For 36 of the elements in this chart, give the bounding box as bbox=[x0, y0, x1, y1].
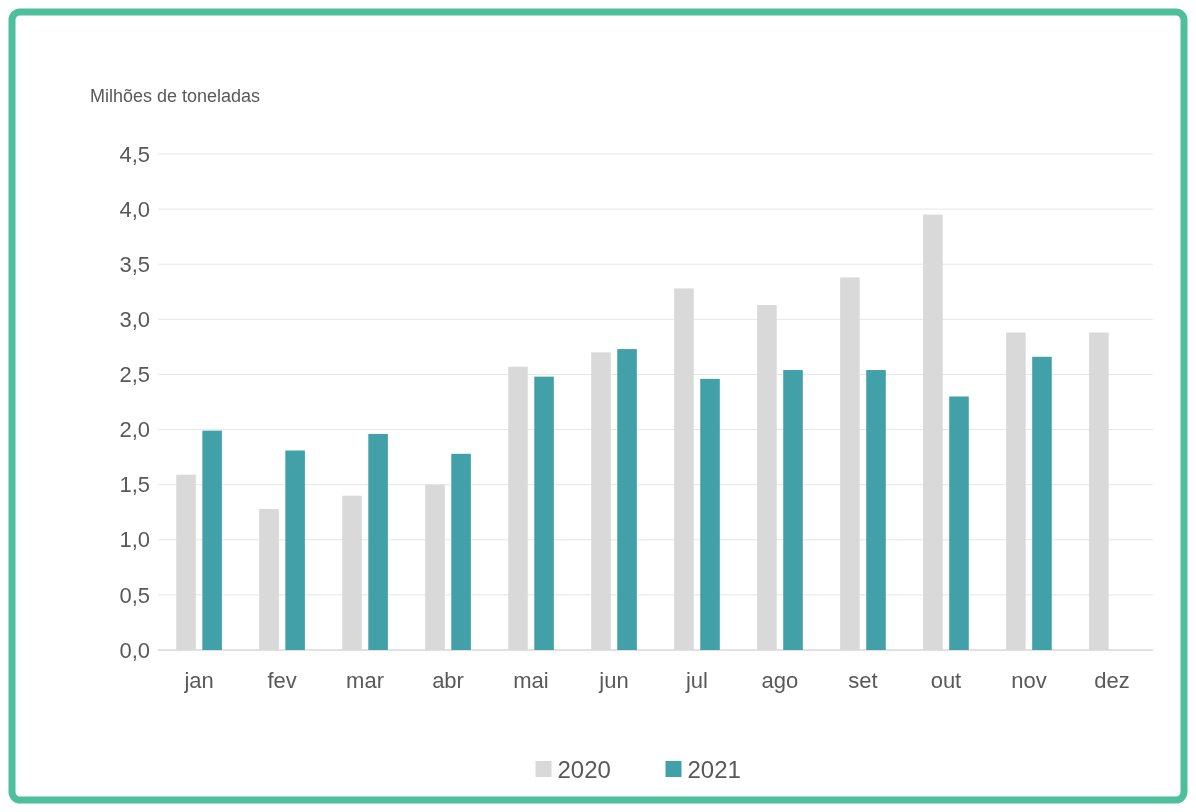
x-tick-label: jun bbox=[598, 668, 629, 693]
bar bbox=[783, 370, 803, 650]
bar bbox=[368, 433, 388, 650]
bar bbox=[866, 370, 886, 650]
x-tick-label: abr bbox=[432, 668, 464, 693]
x-tick-label: nov bbox=[1011, 668, 1047, 693]
x-tick-label: jan bbox=[183, 668, 214, 693]
bar bbox=[617, 349, 637, 650]
x-tick-label: ago bbox=[761, 668, 799, 693]
bar bbox=[1032, 356, 1052, 650]
x-tick-label: set bbox=[848, 668, 878, 693]
y-tick-label: 0,5 bbox=[119, 582, 150, 608]
y-tick-label: 2,0 bbox=[119, 417, 150, 443]
bar bbox=[700, 378, 720, 650]
y-tick-label: 3,0 bbox=[119, 307, 150, 333]
x-tick-label: mar bbox=[346, 668, 384, 693]
bar bbox=[534, 376, 554, 650]
bar bbox=[202, 430, 222, 650]
y-tick-label: 1,0 bbox=[119, 527, 150, 553]
x-tick-label: dez bbox=[1094, 668, 1130, 693]
y-axis-title: Milhões de toneladas bbox=[90, 86, 261, 106]
x-tick-label: fev bbox=[267, 668, 297, 693]
bar bbox=[451, 453, 471, 650]
y-tick-label: 0,0 bbox=[119, 637, 150, 663]
bar bbox=[949, 396, 969, 650]
y-tick-label: 4,0 bbox=[119, 196, 150, 222]
y-tick-label: 3,5 bbox=[119, 251, 150, 277]
x-tick-label: mai bbox=[513, 668, 549, 693]
y-tick-label: 2,5 bbox=[119, 362, 150, 388]
y-tick-label: 4,5 bbox=[119, 141, 150, 167]
legend-label: 2020 bbox=[557, 756, 611, 784]
bar bbox=[285, 450, 305, 650]
x-tick-label: out bbox=[930, 668, 962, 693]
y-tick-label: 1,5 bbox=[119, 472, 150, 498]
legend-label: 2021 bbox=[687, 756, 741, 784]
x-tick-label: jul bbox=[684, 668, 708, 693]
